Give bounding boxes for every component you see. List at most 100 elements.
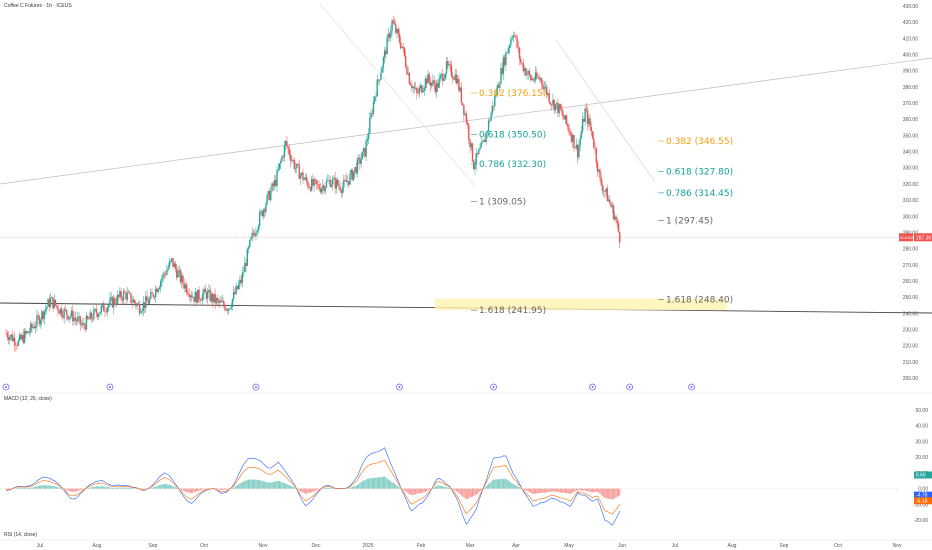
candle [386,37,388,55]
macd-histogram-bar [59,487,61,489]
macd-histogram-bar [233,487,235,489]
macd-histogram-bar [354,485,356,489]
macd-histogram-bar [366,478,368,489]
candle [305,177,308,182]
macd-value-badge [914,471,932,479]
macd-histogram-bar [48,485,50,489]
candle [30,323,32,332]
macd-histogram-bar [494,479,496,489]
candle [147,301,150,304]
candle [339,186,341,191]
macd-histogram-bar [514,484,516,489]
candle [411,85,413,89]
candle [162,273,164,279]
fib-level-label: 1.618 (248.40) [666,296,733,306]
candle [525,68,527,76]
macd-histogram-bar [575,488,577,491]
candle [527,71,529,74]
candle [610,203,612,208]
candle [224,305,226,311]
macd-histogram-bar [52,486,54,489]
candle [10,334,12,337]
macd-histogram-bar [577,488,579,490]
event-marker-dot [591,386,594,388]
candle [69,316,72,318]
macd-histogram-bar [163,483,165,489]
macd-histogram-bar [512,484,514,489]
macd-histogram-bar [111,487,113,489]
macd-histogram-bar [82,488,84,490]
candle [236,286,239,289]
candle [602,190,605,192]
macd-histogram-bar [604,488,606,499]
candle [282,156,284,158]
macd-histogram-bar [413,488,415,495]
candle [22,335,25,343]
macd-histogram-bar [198,488,200,491]
candle [187,292,189,295]
candle [450,65,453,77]
candle [91,318,94,320]
macd-histogram-bar [116,487,118,489]
macd-histogram-bar [476,488,478,494]
macd-histogram-bar [423,488,425,493]
candle [202,294,204,301]
macd-histogram-bar [264,481,266,489]
y-tick-label: 250.00 [903,295,919,301]
macd-histogram-bar [105,486,107,489]
candle [136,303,138,307]
candle [293,160,296,169]
candle [138,303,141,314]
candle [286,141,288,147]
candle [606,188,609,202]
candle [309,187,312,191]
macd-histogram-bar [307,488,309,494]
macd-histogram-bar [608,488,610,499]
candle [21,335,23,340]
x-tick-label: Dec [312,543,321,549]
candle [485,132,487,143]
macd-histogram-bar [121,487,123,489]
candle [277,169,279,171]
candle [408,73,411,84]
candle [547,93,549,95]
candle [614,216,616,220]
macd-histogram-bar [557,488,559,493]
macd-histogram-bar [266,482,268,489]
macd-histogram-bar [375,477,377,489]
macd-histogram-bar [606,488,608,499]
macd-histogram-bar [528,488,530,493]
candle [185,284,188,293]
macd-histogram-bar [175,487,177,489]
candle [428,74,430,82]
candle [469,139,471,148]
candle [16,345,18,346]
macd-histogram-bar [20,487,22,489]
candle [159,281,162,288]
macd-value-text: -5.18 [916,498,928,504]
macd-histogram-bar [540,488,542,493]
macd-histogram-bar [280,481,282,489]
candle [501,68,503,74]
macd-histogram-bar [202,488,204,490]
macd-histogram-bar [311,488,313,493]
macd-histogram-bar [429,488,431,490]
candle [27,331,29,333]
candle [62,315,64,318]
candle [302,172,304,181]
macd-histogram-bar [40,485,42,489]
candle [480,142,482,148]
candle [418,88,421,94]
macd-histogram-bar [66,488,68,491]
macd-histogram-bar [57,487,59,489]
candle [617,223,620,233]
macd-histogram-bar [203,488,205,490]
macd-histogram-bar [158,485,160,489]
macd-histogram-bar [160,484,162,489]
macd-histogram-bar [408,488,410,495]
macd-histogram-bar [115,487,117,489]
event-marker-dot [254,386,257,388]
macd-histogram-bar [551,488,553,492]
macd-histogram-bar [603,488,605,498]
